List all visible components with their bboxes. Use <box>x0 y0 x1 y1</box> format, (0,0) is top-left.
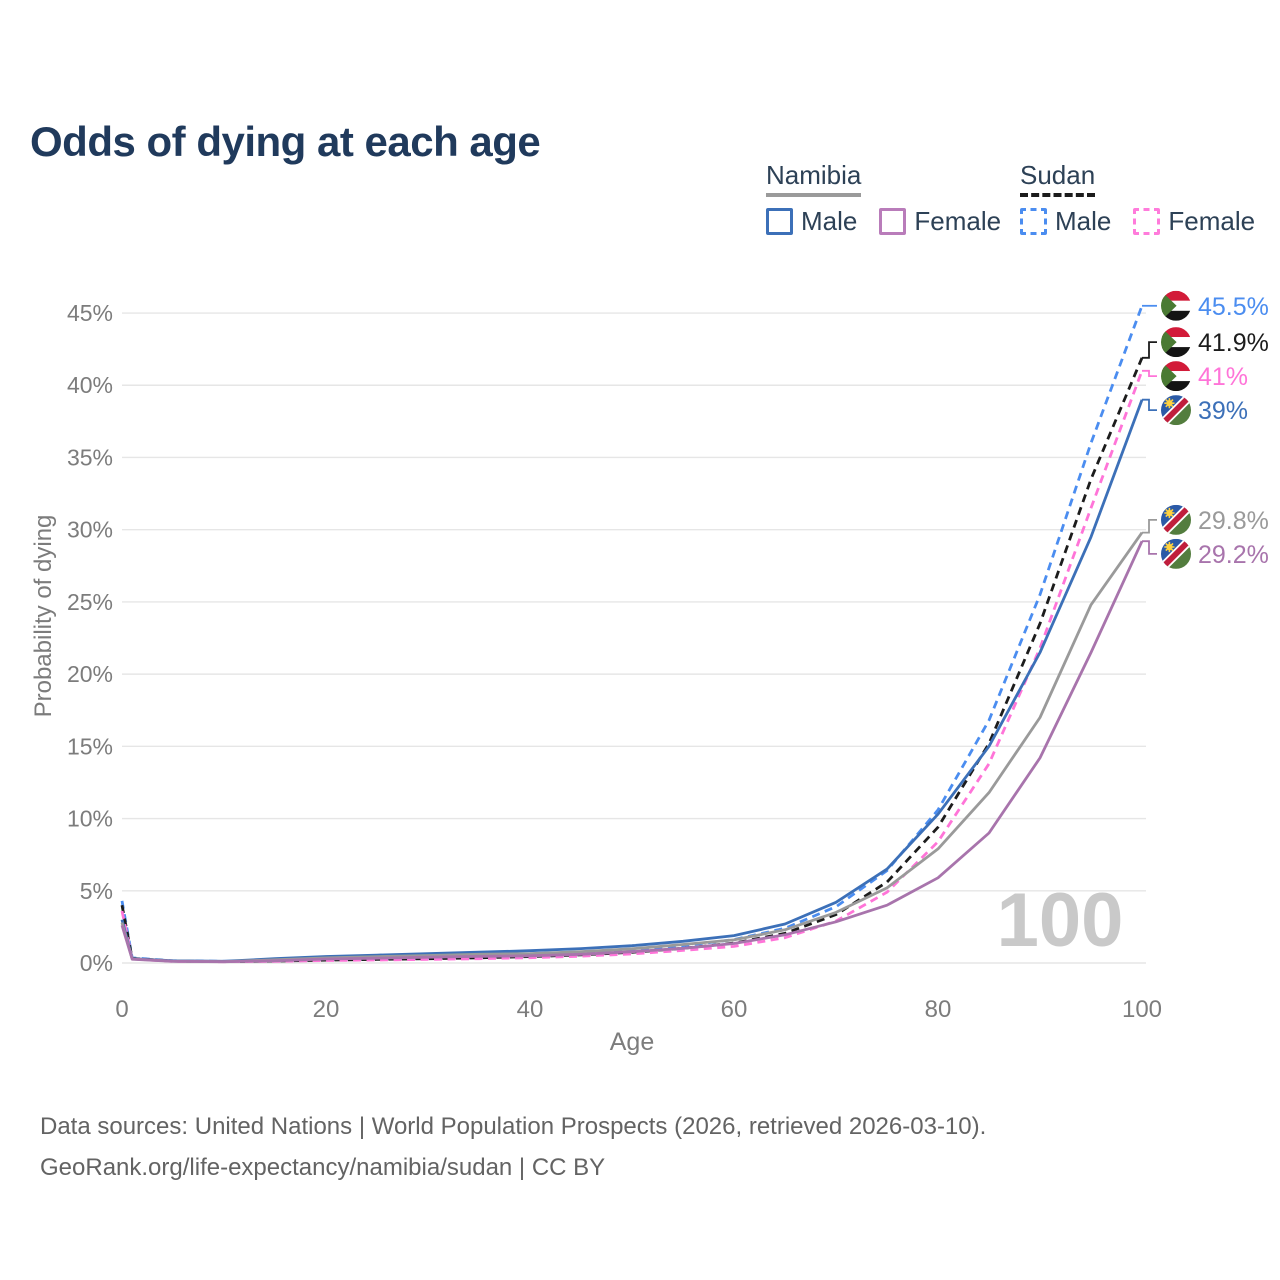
y-tick-label: 40% <box>67 372 113 398</box>
sudan-flag-icon <box>1161 327 1191 358</box>
y-tick-label: 15% <box>67 733 113 759</box>
y-tick-label: 35% <box>67 444 113 470</box>
end-label-connector <box>1142 341 1157 359</box>
y-tick-label: 25% <box>67 589 113 615</box>
series-line-sudan <box>120 357 1144 963</box>
y-tick-label: 30% <box>67 517 113 543</box>
legend-item-label: Female <box>1168 206 1256 236</box>
y-tick-label: 20% <box>67 661 113 687</box>
end-label-connector <box>1142 398 1157 411</box>
legend-toggle-namibia-male[interactable]: Male <box>766 206 857 237</box>
legend-item-label: Female <box>914 206 1002 236</box>
y-tick-label: 10% <box>67 806 113 832</box>
sudan-flag-icon <box>1161 361 1191 392</box>
namibia-flag-icon <box>1161 504 1191 535</box>
namibia-flag-icon <box>1161 395 1191 426</box>
series-line-sudan-male <box>120 305 1144 963</box>
end-value-label-namibia-male: 39% <box>1198 397 1248 425</box>
checkbox-icon[interactable] <box>766 208 793 235</box>
legend-group-sudan: Sudan Male Female <box>1020 160 1255 237</box>
attribution-line: GeoRank.org/life-expectancy/namibia/suda… <box>40 1154 606 1181</box>
x-tick-label: 40 <box>517 996 544 1023</box>
x-tick-label: 60 <box>721 996 748 1023</box>
series-line-sudan-female <box>120 370 1144 964</box>
legend-group-namibia: Namibia Male Female <box>766 160 1001 237</box>
legend-toggle-namibia-female[interactable]: Female <box>879 206 1001 237</box>
namibia-flag-icon <box>1161 538 1191 569</box>
end-label-connector <box>1142 540 1157 555</box>
x-tick-label: 0 <box>115 996 128 1023</box>
x-tick-label: 100 <box>1122 996 1162 1023</box>
footer: Data sources: United Nations | World Pop… <box>40 1106 986 1188</box>
end-label-connector <box>1142 519 1157 534</box>
checkbox-icon[interactable] <box>879 208 907 235</box>
x-axis-label: Age <box>609 1028 655 1056</box>
legend-toggle-sudan-female[interactable]: Female <box>1133 206 1255 237</box>
legend-item-label: Male <box>1055 206 1112 236</box>
checkbox-icon[interactable] <box>1133 208 1161 235</box>
end-value-label-namibia: 29.8% <box>1198 507 1269 535</box>
series-line-namibia-male <box>120 399 1144 963</box>
y-axis-label: Probability of dying <box>30 514 57 718</box>
legend-country-sudan[interactable]: Sudan <box>1020 160 1096 197</box>
checkbox-icon[interactable] <box>1020 208 1047 235</box>
legend-country-namibia[interactable]: Namibia <box>766 160 862 197</box>
legend-item-label: Male <box>801 206 858 236</box>
end-label-connector <box>1142 369 1157 377</box>
sudan-flag-icon <box>1161 290 1191 321</box>
end-value-label-sudan: 41.9% <box>1198 329 1269 357</box>
x-tick-label: 20 <box>313 996 340 1023</box>
data-sources-line: Data sources: United Nations | World Pop… <box>40 1113 987 1140</box>
y-tick-label: 0% <box>80 950 113 976</box>
hover-age-indicator: 100 <box>997 878 1124 963</box>
page-title: Odds of dying at each age <box>30 118 541 166</box>
end-value-label-sudan-female: 41% <box>1198 363 1248 391</box>
end-value-label-sudan-male: 45.5% <box>1198 293 1269 321</box>
x-tick-label: 80 <box>925 996 952 1023</box>
end-value-label-namibia-female: 29.2% <box>1198 541 1269 569</box>
y-tick-label: 45% <box>67 300 113 326</box>
legend-toggle-sudan-male[interactable]: Male <box>1020 206 1111 237</box>
y-tick-label: 5% <box>80 878 113 904</box>
series-line-namibia-female <box>120 540 1144 964</box>
